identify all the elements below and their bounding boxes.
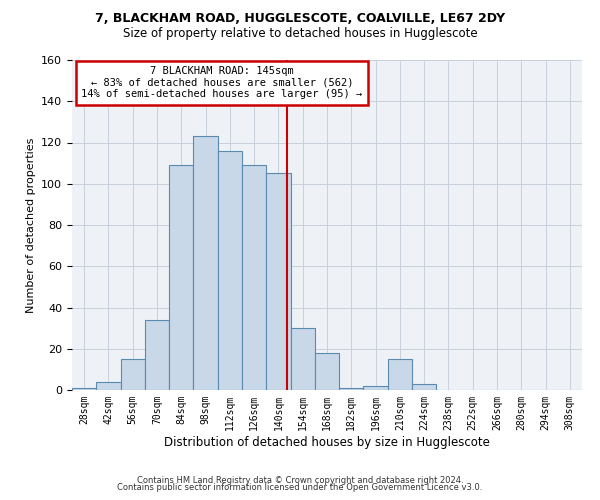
Bar: [388, 359, 412, 390]
Text: 7 BLACKHAM ROAD: 145sqm
← 83% of detached houses are smaller (562)
14% of semi-d: 7 BLACKHAM ROAD: 145sqm ← 83% of detache…: [82, 66, 362, 100]
Bar: [145, 320, 169, 390]
Bar: [315, 353, 339, 390]
Bar: [290, 328, 315, 390]
Y-axis label: Number of detached properties: Number of detached properties: [26, 138, 35, 312]
Bar: [266, 174, 290, 390]
Bar: [339, 388, 364, 390]
Bar: [169, 165, 193, 390]
Bar: [218, 151, 242, 390]
Bar: [412, 384, 436, 390]
X-axis label: Distribution of detached houses by size in Hugglescote: Distribution of detached houses by size …: [164, 436, 490, 448]
Bar: [72, 388, 96, 390]
Text: Size of property relative to detached houses in Hugglescote: Size of property relative to detached ho…: [122, 28, 478, 40]
Text: 7, BLACKHAM ROAD, HUGGLESCOTE, COALVILLE, LE67 2DY: 7, BLACKHAM ROAD, HUGGLESCOTE, COALVILLE…: [95, 12, 505, 26]
Bar: [193, 136, 218, 390]
Text: Contains HM Land Registry data © Crown copyright and database right 2024.: Contains HM Land Registry data © Crown c…: [137, 476, 463, 485]
Bar: [242, 165, 266, 390]
Bar: [96, 382, 121, 390]
Bar: [121, 359, 145, 390]
Bar: [364, 386, 388, 390]
Text: Contains public sector information licensed under the Open Government Licence v3: Contains public sector information licen…: [118, 484, 482, 492]
